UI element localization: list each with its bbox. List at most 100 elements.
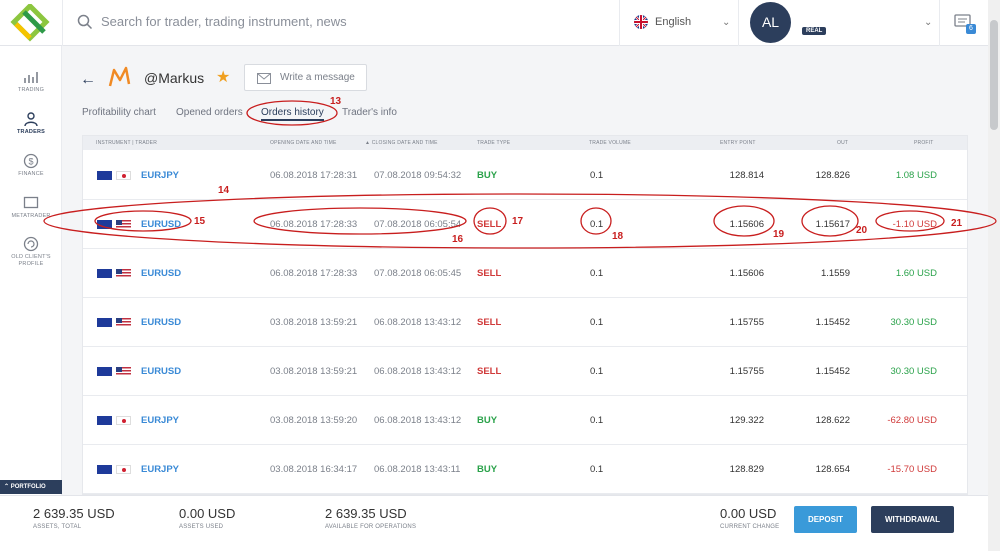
- sidebar: TRADING TRADERS $ FINANCE METATRADER OLD…: [0, 46, 62, 495]
- tab-orders-history[interactable]: Orders history: [261, 107, 324, 121]
- instrument-link[interactable]: EURJPY: [141, 170, 180, 181]
- sidebar-item-label: METATRADER: [11, 213, 51, 219]
- trade-type-cell: BUY: [477, 170, 498, 181]
- volume-cell: 0.1: [590, 366, 604, 377]
- closing-time-cell: 07.08.2018 09:54:32: [374, 170, 462, 181]
- annotation-number: 17: [512, 216, 524, 227]
- back-arrow-icon[interactable]: ←: [80, 71, 96, 88]
- opening-time-cell: 06.08.2018 17:28:31: [270, 170, 358, 181]
- currency-flags: [97, 269, 137, 279]
- annotation-number: 15: [194, 216, 206, 227]
- eu-flag-icon: [97, 171, 112, 180]
- refresh-icon: [23, 236, 39, 252]
- table-row[interactable]: EURJPY 03.08.2018 16:34:17 06.08.2018 13:4…: [83, 445, 967, 494]
- instrument-link[interactable]: EURJPY: [141, 415, 180, 426]
- column-header-entry: ENTRY POINT: [720, 140, 756, 146]
- instrument-link[interactable]: EURJPY: [141, 464, 180, 475]
- eu-flag-icon: [97, 416, 112, 425]
- us-flag-icon: [116, 367, 131, 376]
- tab-opened-orders[interactable]: Opened orders: [176, 107, 243, 118]
- chevron-down-icon: ⌄: [722, 17, 731, 28]
- out-cell: 1.15452: [815, 317, 850, 328]
- eu-flag-icon: [97, 269, 112, 278]
- messages-icon[interactable]: [953, 12, 975, 34]
- avatar[interactable]: AL: [750, 2, 791, 43]
- deposit-button[interactable]: DEPOSIT: [794, 506, 857, 533]
- column-header-volume: TRADE VOLUME: [589, 140, 631, 146]
- column-header-opening[interactable]: OPENING DATE AND TIME: [270, 140, 337, 146]
- table-row[interactable]: EURUSD 03.08.2018 13:59:21 06.08.2018 13:4…: [83, 298, 967, 347]
- out-cell: 1.1559: [820, 268, 850, 279]
- scrollbar-thumb[interactable]: [990, 20, 998, 130]
- sidebar-item-old-profile[interactable]: OLD CLIENT'S PROFILE: [0, 236, 62, 268]
- withdrawal-button[interactable]: WITHDRAWAL: [871, 506, 954, 533]
- instrument-link[interactable]: EURUSD: [141, 219, 182, 230]
- profit-cell: 1.08 USD: [895, 170, 937, 181]
- column-header-profit: PROFIT: [914, 140, 934, 146]
- closing-time-cell: 06.08.2018 13:43:12: [374, 415, 462, 426]
- write-message-button[interactable]: Write a message: [244, 64, 367, 91]
- tab-traders-info[interactable]: Trader's info: [342, 107, 397, 118]
- table-row[interactable]: EURUSD 06.08.2018 17:28:33 07.08.2018 06:0…: [83, 200, 967, 249]
- entry-point-cell: 128.829: [729, 464, 764, 475]
- language-label: English: [655, 16, 692, 28]
- messages-count-badge: 6: [966, 24, 976, 34]
- out-cell: 128.654: [815, 464, 850, 475]
- language-selector[interactable]: English ⌄: [619, 0, 739, 46]
- chevron-down-icon: ⌄: [924, 17, 933, 28]
- instrument-link[interactable]: EURUSD: [141, 366, 182, 377]
- table-row[interactable]: EURUSD 03.08.2018 13:59:21 06.08.2018 13:4…: [83, 347, 967, 396]
- account-menu[interactable]: AL REAL ⌄: [740, 0, 940, 46]
- traders-icon: [24, 112, 38, 127]
- profit-cell: -1.10 USD: [892, 219, 937, 230]
- entry-point-cell: 1.15606: [729, 219, 764, 230]
- profit-cell: 30.30 USD: [890, 366, 937, 377]
- closing-time-cell: 06.08.2018 13:43:11: [374, 464, 461, 475]
- annotation-number: 20: [856, 225, 868, 236]
- tab-profitability-chart[interactable]: Profitability chart: [82, 107, 156, 118]
- logo[interactable]: [10, 4, 50, 42]
- search-icon: [77, 14, 93, 30]
- entry-point-cell: 1.15606: [729, 268, 764, 279]
- table-row[interactable]: EURJPY 06.08.2018 17:28:31 07.08.2018 09:5…: [83, 151, 967, 200]
- trader-logo: [108, 66, 131, 87]
- out-cell: 128.826: [815, 170, 850, 181]
- orders-history-table: INSTRUMENT | TRADER OPENING DATE AND TIM…: [82, 135, 968, 495]
- trade-type-cell: BUY: [477, 464, 498, 475]
- trade-type-cell: SELL: [477, 317, 502, 328]
- profit-cell: 1.60 USD: [895, 268, 937, 279]
- sidebar-item-trading[interactable]: TRADING: [0, 69, 62, 94]
- account-type-badge: REAL: [802, 27, 827, 35]
- annotation-number: 19: [773, 229, 785, 240]
- portfolio-button[interactable]: ⌃ PORTFOLIO: [0, 480, 62, 494]
- table-row[interactable]: EURUSD 06.08.2018 17:28:33 07.08.2018 06:0…: [83, 249, 967, 298]
- opening-time-cell: 03.08.2018 13:59:20: [270, 415, 358, 426]
- trade-type-cell: SELL: [477, 268, 502, 279]
- us-flag-icon: [116, 318, 131, 327]
- sidebar-item-finance[interactable]: $ FINANCE: [0, 153, 62, 178]
- star-icon[interactable]: ★: [216, 69, 231, 86]
- search-bar[interactable]: Search for trader, trading instrument, n…: [62, 0, 618, 46]
- annotation-number: 21: [951, 218, 963, 229]
- closing-time-cell: 07.08.2018 06:05:45: [374, 268, 462, 279]
- portfolio-label: PORTFOLIO: [10, 484, 46, 490]
- search-input[interactable]: Search for trader, trading instrument, n…: [101, 14, 347, 29]
- sidebar-item-label: TRADERS: [17, 129, 45, 135]
- table-row[interactable]: EURJPY 03.08.2018 13:59:20 06.08.2018 13:4…: [83, 396, 967, 445]
- instrument-link[interactable]: EURUSD: [141, 268, 182, 279]
- account-summary-bar: 2 639.35 USD ASSETS, TOTAL 0.00 USD ASSE…: [0, 495, 988, 551]
- sidebar-item-metatrader[interactable]: METATRADER: [0, 195, 62, 220]
- page-scrollbar[interactable]: [988, 0, 1000, 551]
- jp-flag-icon: [116, 465, 131, 474]
- sidebar-item-traders[interactable]: TRADERS: [0, 111, 62, 136]
- volume-cell: 0.1: [590, 317, 604, 328]
- dollar-icon: $: [23, 153, 39, 169]
- currency-flags: [97, 220, 137, 230]
- jp-flag-icon: [116, 171, 131, 180]
- column-header-closing[interactable]: ▲ CLOSING DATE AND TIME: [365, 140, 438, 146]
- instrument-link[interactable]: EURUSD: [141, 317, 182, 328]
- current-change-label: CURRENT CHANGE: [720, 524, 780, 530]
- closing-time-cell: 06.08.2018 13:43:12: [374, 317, 462, 328]
- trader-name: @Markus: [144, 70, 205, 86]
- entry-point-cell: 129.322: [729, 415, 764, 426]
